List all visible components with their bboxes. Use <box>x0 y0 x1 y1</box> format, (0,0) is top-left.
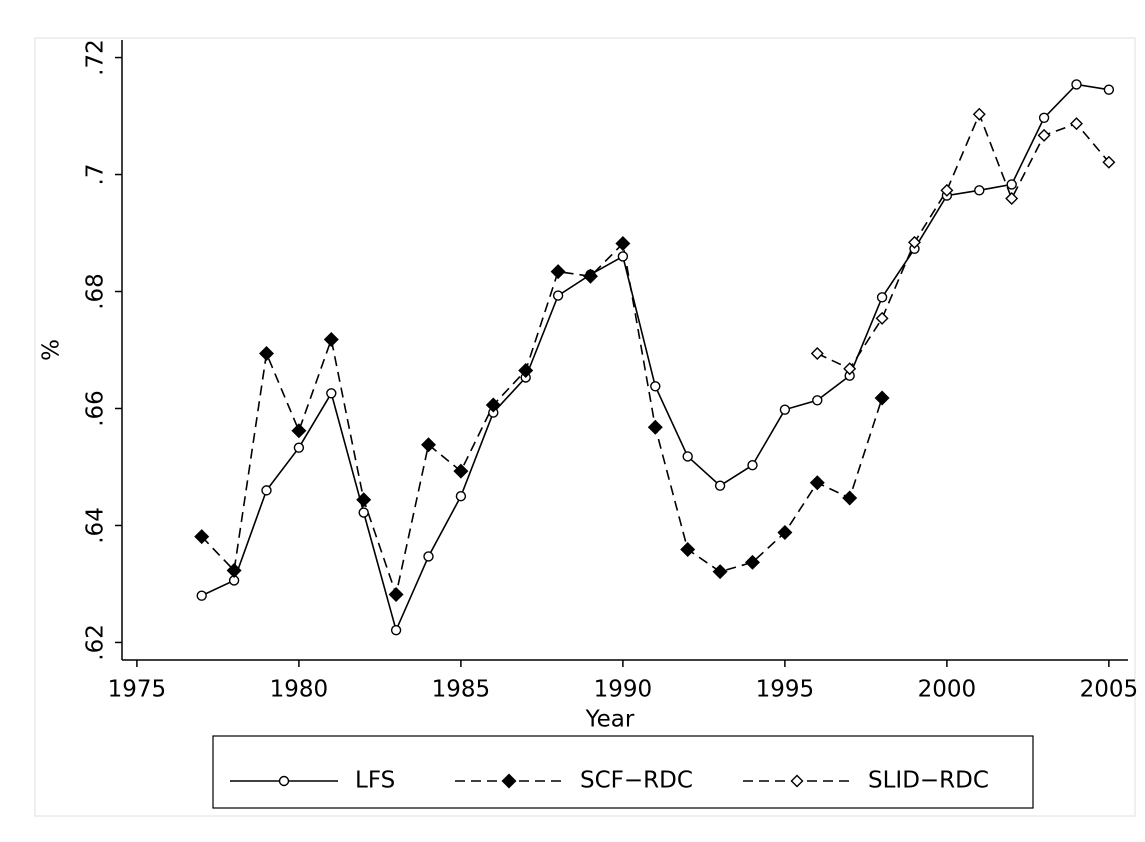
data-point <box>485 397 501 413</box>
legend-label: SCF−RDC <box>580 768 693 794</box>
data-point <box>552 290 564 301</box>
x-tick-label: 1980 <box>270 677 329 703</box>
data-point <box>617 251 629 262</box>
data-point <box>421 437 436 453</box>
data-point <box>650 381 661 392</box>
y-tick-label: .62 <box>83 624 109 661</box>
data-point <box>358 507 369 518</box>
data-point <box>812 395 823 406</box>
series-line <box>201 83 1110 633</box>
data-point <box>455 491 467 502</box>
data-point <box>196 590 207 601</box>
data-point <box>809 475 825 491</box>
x-tick-label: 1995 <box>756 677 815 703</box>
y-tick-label: .64 <box>83 507 109 544</box>
data-point <box>974 185 985 196</box>
data-point <box>1005 192 1019 205</box>
y-tick-label: .66 <box>83 390 109 427</box>
data-point <box>907 235 921 249</box>
legend-marker <box>278 775 290 787</box>
x-axis-label: Year <box>585 707 635 733</box>
data-point <box>323 331 339 347</box>
y-axis-label: % <box>39 339 65 361</box>
data-point <box>874 390 890 406</box>
data-point <box>259 346 274 361</box>
data-point <box>1103 84 1115 95</box>
data-point <box>972 107 986 121</box>
data-point <box>940 183 954 197</box>
y-tick-label: .68 <box>83 273 109 310</box>
legend-marker <box>790 774 804 788</box>
data-point <box>680 541 696 557</box>
y-tick-label: .7 <box>83 164 109 186</box>
x-tick-label: 1975 <box>108 677 167 703</box>
series-line <box>201 241 883 598</box>
data-point <box>194 529 210 545</box>
data-point <box>356 492 372 508</box>
data-point <box>1071 79 1082 90</box>
data-point <box>779 404 791 415</box>
series-line <box>816 112 1110 370</box>
x-tick-label: 2000 <box>918 677 977 703</box>
data-point <box>712 564 728 580</box>
data-point <box>875 311 889 325</box>
x-tick-label: 2005 <box>1080 677 1139 703</box>
data-point <box>226 563 242 578</box>
data-point <box>747 460 758 471</box>
data-point <box>1038 112 1050 123</box>
data-point <box>293 442 305 453</box>
data-point <box>550 264 566 280</box>
data-point <box>453 463 469 479</box>
data-point <box>842 490 858 506</box>
data-point <box>745 554 760 570</box>
data-point <box>1102 155 1116 169</box>
data-point <box>518 362 534 378</box>
y-tick-label: .72 <box>83 39 109 76</box>
data-point <box>261 485 272 496</box>
legend-label: SLID−RDC <box>868 768 989 794</box>
data-point <box>714 480 726 491</box>
legend <box>212 735 1034 809</box>
data-point <box>583 268 598 284</box>
x-tick-label: 1990 <box>594 677 653 703</box>
legend-marker <box>501 773 517 789</box>
data-point <box>388 587 404 602</box>
data-point <box>1006 179 1017 190</box>
data-point <box>1069 117 1083 131</box>
legend-label: LFS <box>355 768 395 794</box>
x-tick-label: 1985 <box>432 677 491 703</box>
plot-frame <box>34 37 1136 817</box>
data-point <box>843 362 857 376</box>
data-point <box>810 347 824 360</box>
data-point <box>291 423 307 439</box>
data-point <box>423 551 434 562</box>
data-point <box>876 292 888 303</box>
data-point <box>647 419 663 435</box>
data-point <box>326 388 337 399</box>
data-point <box>682 451 693 462</box>
data-point <box>777 525 793 540</box>
data-point <box>1037 128 1051 142</box>
data-point <box>615 236 631 252</box>
data-point <box>390 624 402 636</box>
